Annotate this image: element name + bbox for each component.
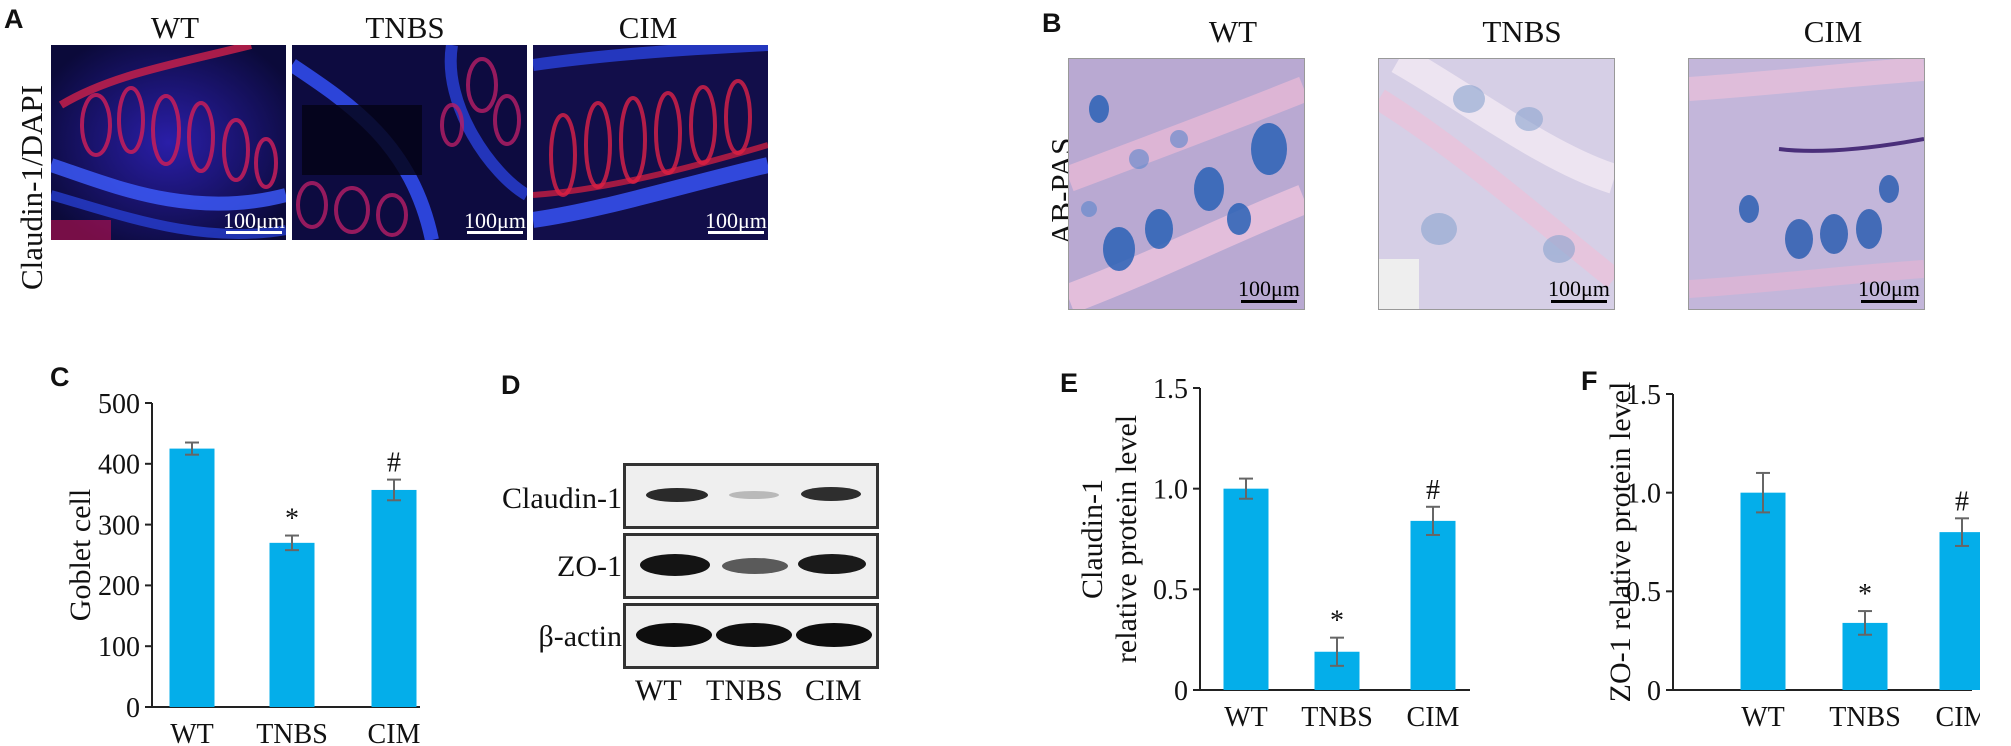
blot-lane-wt: WT — [635, 674, 682, 707]
scale-bar-label: 100μm — [1548, 276, 1610, 301]
panel-d-letter: D — [501, 370, 521, 400]
chart-f: 0 0.5 1.0 1.5 WT * TNBS # CIM ZO-1 relative prote… — [1604, 380, 1980, 733]
panel-b-col-wt: WT — [1208, 14, 1258, 49]
panel-c-letter: C — [50, 362, 70, 392]
x-tick-label: WT — [170, 719, 214, 746]
y-tick-label: 1.0 — [1626, 478, 1661, 509]
y-tick-label: 300 — [98, 510, 140, 541]
y-axis-label: relative protein level — [1110, 415, 1143, 663]
scale-bar-label: 100μm — [705, 208, 767, 233]
scale-bar-line — [1551, 300, 1607, 303]
y-tick-label: 0 — [1647, 676, 1661, 707]
panel-b-letter: B — [1042, 8, 1062, 38]
abpas-tnbs-micrograph: 100μm — [1378, 58, 1615, 310]
y-tick-label: 100 — [98, 632, 140, 663]
claudin-wt-micrograph: 100μm — [51, 45, 286, 240]
y-tick-label: 500 — [98, 389, 140, 420]
y-axis-label: Goblet cell — [64, 489, 97, 621]
scale-bar-line — [1241, 300, 1297, 303]
band — [796, 623, 872, 647]
band — [729, 491, 779, 499]
panel-f-letter: F — [1581, 366, 1598, 396]
scale-bar-label: 100μm — [464, 208, 526, 233]
blot-lane-tnbs: TNBS — [706, 674, 783, 707]
panel-a-col-wt: WT — [150, 10, 200, 45]
abpas-cim-micrograph: 100μm — [1688, 58, 1925, 310]
scale-bar-line — [226, 231, 282, 234]
x-tick-label: CIM — [368, 719, 421, 746]
band — [801, 487, 861, 501]
band — [646, 488, 708, 502]
y-tick-label: 0 — [1174, 676, 1188, 707]
abpas-wt-micrograph: 100μm — [1068, 58, 1305, 310]
x-tick-label: TNBS — [1301, 702, 1373, 733]
scale-bar-label: 100μm — [223, 208, 285, 233]
y-tick-label: 0.5 — [1626, 577, 1661, 608]
chart-e: 0 0.5 1.0 1.5 WT * TNBS # CIM Claudin-1 relative p… — [1076, 374, 1470, 733]
band — [722, 558, 788, 574]
band — [640, 554, 710, 576]
panel-b-col-cim: CIM — [1803, 14, 1863, 49]
significance-mark: * — [285, 504, 299, 535]
blot-label-zo1: ZO-1 — [557, 550, 622, 583]
blot-lane-cim: CIM — [805, 674, 862, 707]
band — [636, 623, 712, 647]
y-axis-label: Claudin-1 — [1076, 479, 1109, 599]
blot-beta-actin — [623, 603, 879, 669]
y-axis-label: ZO-1 relative protein level — [1604, 382, 1637, 703]
panel-a-col-tnbs: TNBS — [365, 10, 445, 45]
bar — [1223, 488, 1269, 690]
bar — [1410, 520, 1456, 690]
y-tick-label: 400 — [98, 450, 140, 481]
scale-bar-line — [708, 231, 764, 234]
x-tick-label: CIM — [1936, 702, 1980, 733]
bar — [169, 448, 215, 707]
y-tick-label: 0.5 — [1153, 575, 1188, 606]
significance-mark: * — [1858, 579, 1872, 610]
x-tick-label: WT — [1741, 702, 1785, 733]
y-tick-label: 1.5 — [1153, 374, 1188, 405]
panel-a-letter: A — [4, 4, 24, 34]
scale-bar-label: 100μm — [1238, 276, 1300, 301]
scale-bar-line — [467, 231, 523, 234]
panel-a-row-label: Claudin-1/DAPI — [14, 85, 49, 290]
x-tick-label: TNBS — [1829, 702, 1901, 733]
x-tick-label: TNBS — [256, 719, 328, 746]
blot-claudin1 — [623, 463, 879, 529]
band — [798, 554, 866, 574]
y-tick-label: 0 — [126, 693, 140, 724]
bar — [371, 489, 417, 707]
panel-e-letter: E — [1060, 368, 1079, 398]
scale-bar-line — [1861, 300, 1917, 303]
blot-label-claudin1: Claudin-1 — [502, 482, 622, 515]
chart-c: 0 100 200 300 400 500 WT * TNBS # CIM Goblet cell — [64, 389, 421, 746]
blot-zo1 — [623, 533, 879, 599]
y-tick-label: 1.0 — [1153, 474, 1188, 505]
x-tick-label: CIM — [1407, 702, 1460, 733]
scale-bar-label: 100μm — [1858, 276, 1920, 301]
x-tick-label: WT — [1224, 702, 1268, 733]
significance-mark: # — [387, 448, 401, 479]
band — [716, 623, 792, 647]
blot-label-beta-actin: β-actin — [538, 620, 622, 653]
bar — [1740, 492, 1786, 690]
claudin-cim-micrograph: 100μm — [533, 45, 768, 240]
panel-b-col-tnbs: TNBS — [1482, 14, 1562, 49]
bar — [269, 542, 315, 707]
claudin-tnbs-micrograph: 100μm — [292, 45, 527, 240]
y-tick-label: 1.5 — [1626, 380, 1661, 411]
panel-a-col-cim: CIM — [618, 10, 678, 45]
significance-mark: # — [1426, 475, 1440, 506]
significance-mark: * — [1330, 606, 1344, 637]
bar — [1939, 532, 1980, 690]
significance-mark: # — [1955, 486, 1969, 517]
y-tick-label: 200 — [98, 571, 140, 602]
